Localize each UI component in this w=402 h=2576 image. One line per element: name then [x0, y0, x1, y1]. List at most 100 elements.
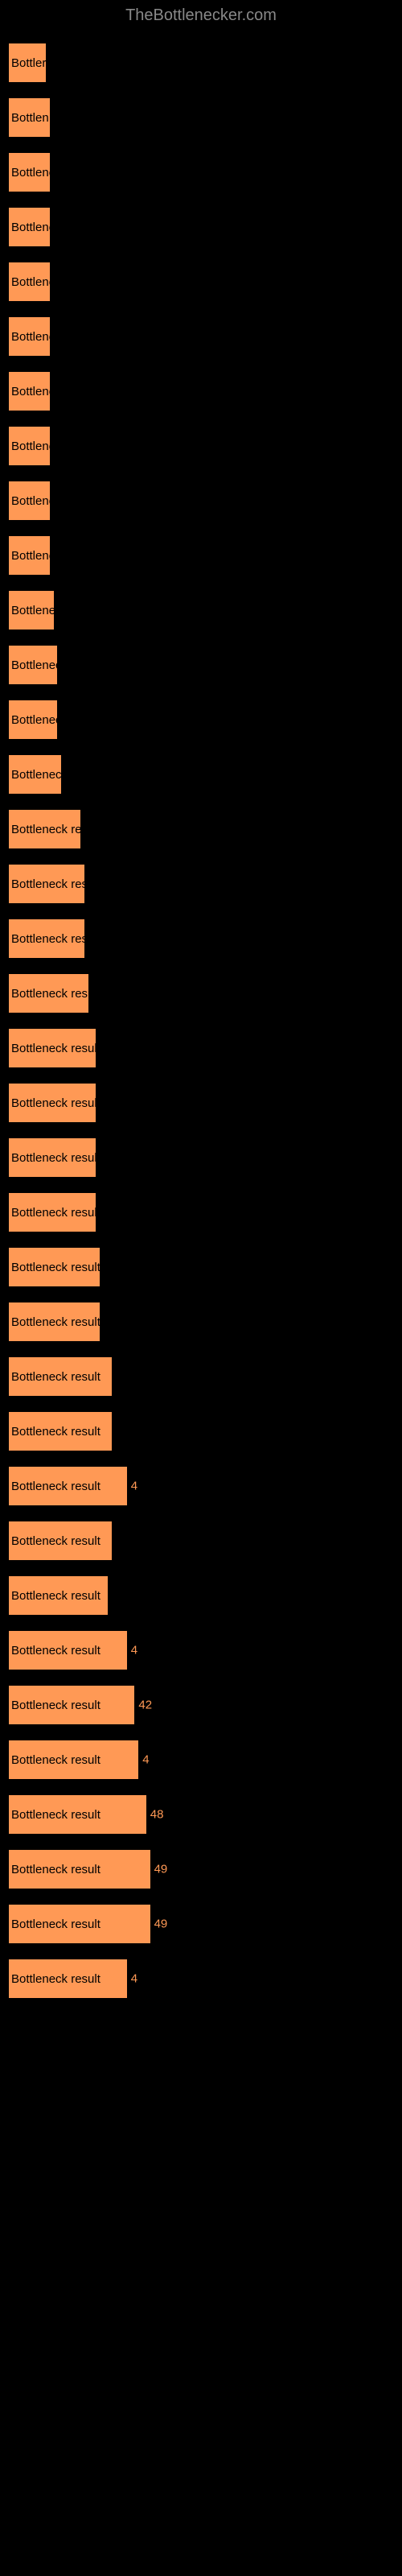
bar-label: Bottleneck result — [9, 1644, 100, 1657]
chart-bar: Bottleneck result — [8, 1904, 151, 1944]
chart-bar: Bottleneck result — [8, 1302, 100, 1342]
bar-label: Bottleneck result — [9, 1151, 96, 1165]
chart-row: Bottleneck result — [8, 919, 394, 959]
bar-label: Bottlenec — [9, 549, 50, 563]
chart-bar: Bottleneck result — [8, 973, 89, 1013]
bar-label: Bottleneck — [9, 768, 61, 782]
bar-label: Bottleneck — [9, 604, 54, 617]
chart-row: Bottlene — [8, 207, 394, 247]
bar-label: Bottlene — [9, 440, 50, 453]
chart-bar: Bottleneck — [8, 590, 55, 630]
bar-label: Bottleneck result — [9, 1261, 100, 1274]
bar-label: Bottleneck result — [9, 1589, 100, 1603]
chart-row: Bottleneck result — [8, 864, 394, 904]
chart-bar: Bottleneck result — [8, 1466, 128, 1506]
chart-row: Bottleneck result — [8, 1028, 394, 1068]
chart-bar: Bottleneck — [8, 645, 58, 685]
bar-label: Bottleneck result — [9, 1096, 96, 1110]
chart-row: Bottleneck result 4 — [8, 1740, 394, 1780]
bar-label: Bottleneck result — [9, 1480, 100, 1493]
bar-label: Bottlen — [9, 111, 49, 125]
chart-row: Bottleneck result — [8, 1356, 394, 1397]
bar-chart: Bottler Bottlen Bottlene Bottlene Bottlene Bo… — [0, 43, 402, 2021]
chart-row: Bottlene — [8, 371, 394, 411]
chart-bar: Bottleneck result — [8, 1247, 100, 1287]
bar-label: Bottlene — [9, 385, 50, 398]
bar-label: Bottlene — [9, 330, 50, 344]
bar-value-label: 49 — [154, 1863, 168, 1876]
bar-label: Bottlene — [9, 494, 50, 508]
bar-label: Bottleneck result — [9, 1918, 100, 1931]
chart-bar: Bottlene — [8, 481, 51, 521]
chart-bar: Bottlene — [8, 262, 51, 302]
chart-bar: Bottleneck result — [8, 1521, 113, 1561]
chart-bar: Bottleneck result — [8, 1028, 96, 1068]
chart-bar: Bottlene — [8, 371, 51, 411]
chart-bar: Bottleneck result — [8, 1849, 151, 1889]
bar-value-label: 4 — [131, 1972, 137, 1986]
chart-row: Bottleneck — [8, 590, 394, 630]
bar-label: Bottleneck result — [9, 1315, 100, 1329]
bar-label: Bottleneck result — [9, 1753, 100, 1767]
bar-label: Bottleneck result — [9, 1699, 100, 1712]
chart-bar: Bottlene — [8, 426, 51, 466]
bar-label: Bottleneck resu — [9, 823, 80, 836]
chart-row: Bottleneck result 49 — [8, 1904, 394, 1944]
chart-bar: Bottleneck result — [8, 864, 85, 904]
bar-label: Bottlene — [9, 166, 50, 180]
chart-bar: Bottlene — [8, 207, 51, 247]
bar-label: Bottlene — [9, 275, 50, 289]
chart-row: Bottleneck result 42 — [8, 1685, 394, 1725]
bar-label: Bottlene — [9, 221, 50, 234]
chart-row: Bottleneck result — [8, 1192, 394, 1232]
chart-bar: Bottleneck resu — [8, 809, 81, 849]
chart-bar: Bottlene — [8, 152, 51, 192]
bar-label: Bottleneck result — [9, 987, 88, 1001]
chart-row: Bottleneck result — [8, 1083, 394, 1123]
chart-row: Bottleneck result4 — [8, 1630, 394, 1670]
chart-row: Bottleneck result — [8, 973, 394, 1013]
chart-row: Bottleneck result — [8, 1302, 394, 1342]
chart-row: Bottleneck result — [8, 1247, 394, 1287]
chart-bar: Bottleneck — [8, 700, 58, 740]
chart-bar: Bottleneck result — [8, 1356, 113, 1397]
chart-bar: Bottlen — [8, 97, 51, 138]
chart-row: Bottleneck — [8, 754, 394, 795]
bar-label: Bottleneck result — [9, 1534, 100, 1548]
bar-label: Bottler — [9, 56, 46, 70]
bar-label: Bottleneck result — [9, 1370, 100, 1384]
chart-row: Bottleneck result 49 — [8, 1849, 394, 1889]
chart-bar: Bottleneck result — [8, 1740, 139, 1780]
bar-label: Bottleneck result — [9, 932, 84, 946]
chart-row: Bottleneck result — [8, 1137, 394, 1178]
chart-bar: Bottlenec — [8, 535, 51, 576]
chart-row: Bottlene — [8, 426, 394, 466]
chart-row: Bottlene — [8, 262, 394, 302]
bar-label: Bottleneck result — [9, 877, 84, 891]
chart-row: Bottlenec — [8, 535, 394, 576]
bar-value-label: 42 — [138, 1699, 152, 1712]
bar-label: Bottleneck — [9, 713, 57, 727]
bar-label: Bottleneck result — [9, 1042, 96, 1055]
chart-row: Bottler — [8, 43, 394, 83]
bar-label: Bottleneck result — [9, 1206, 96, 1220]
chart-bar: Bottleneck result — [8, 1630, 128, 1670]
chart-row: Bottleneck resu — [8, 809, 394, 849]
bar-label: Bottleneck result — [9, 1425, 100, 1439]
bar-label: Bottleneck result — [9, 1808, 100, 1822]
chart-bar: Bottleneck result — [8, 1192, 96, 1232]
chart-bar: Bottleneck result — [8, 1411, 113, 1451]
bar-value-label: 49 — [154, 1918, 168, 1931]
bar-label: Bottleneck result — [9, 1972, 100, 1986]
chart-bar: Bottler — [8, 43, 47, 83]
chart-bar: Bottleneck result — [8, 1959, 128, 1999]
bar-value-label: 4 — [142, 1753, 149, 1767]
chart-bar: Bottleneck result — [8, 1575, 109, 1616]
chart-bar: Bottleneck result — [8, 919, 85, 959]
chart-bar: Bottleneck result — [8, 1685, 135, 1725]
chart-bar: Bottleneck result — [8, 1137, 96, 1178]
chart-row: Bottleneck result4 — [8, 1466, 394, 1506]
chart-row: Bottleneck result — [8, 1575, 394, 1616]
chart-bar: Bottleneck — [8, 754, 62, 795]
bar-label: Bottleneck result — [9, 1863, 100, 1876]
